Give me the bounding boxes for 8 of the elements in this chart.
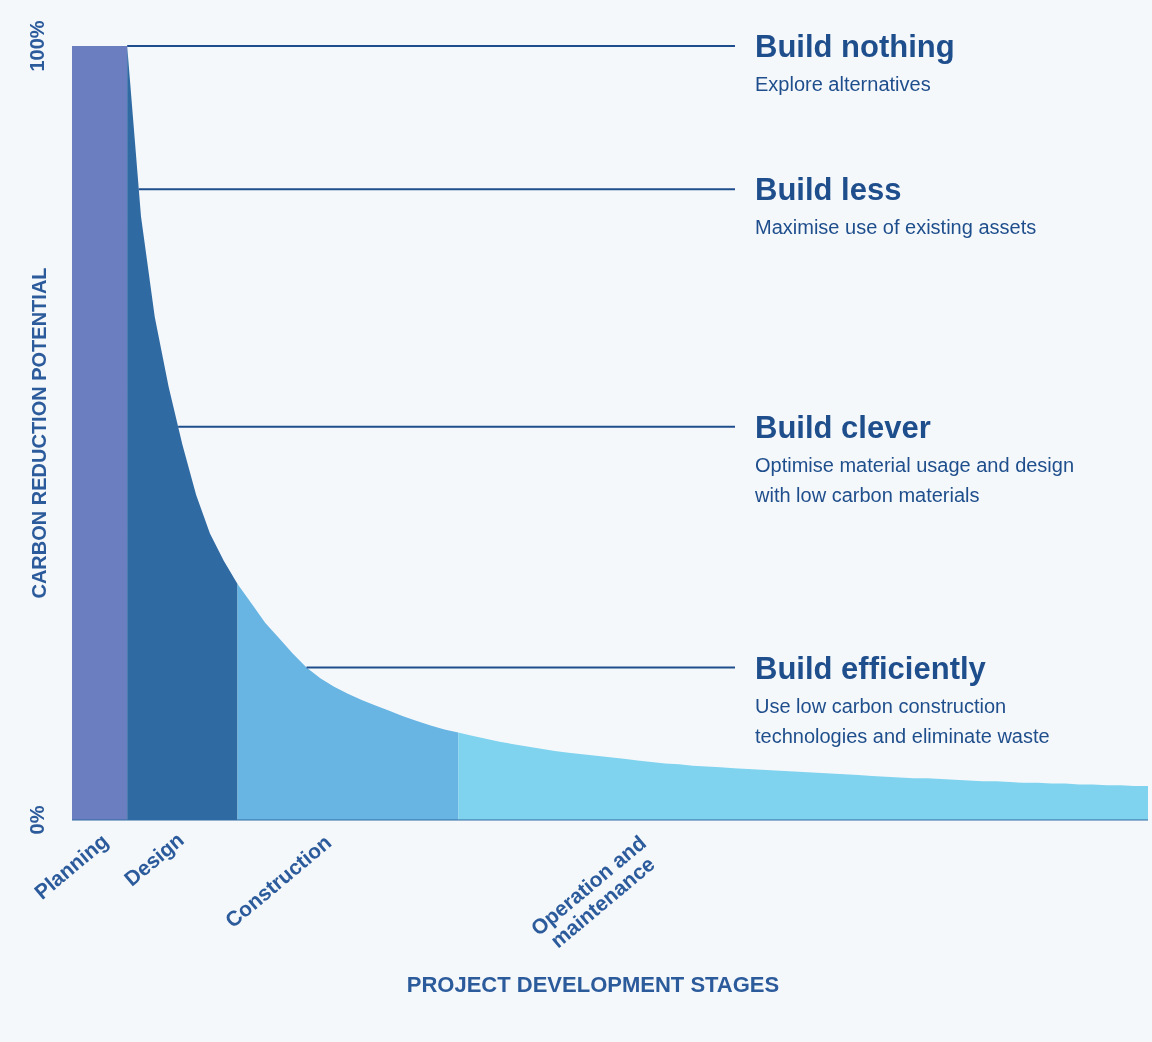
y-tick-label: 0%: [26, 805, 48, 835]
ref-line-label: Build efficiently Use low carbon construction technologies and eliminate waste: [755, 650, 1050, 747]
y-tick-label: 100%: [26, 20, 48, 72]
ref-line-label: Build clever Optimise material usage and design with low carbon materials: [754, 409, 1075, 506]
x-axis-title: PROJECT DEVELOPMENT STAGES: [406, 972, 780, 997]
ref-line-label: Build less Maximise use of existing assets: [755, 172, 1037, 239]
ref-line-label: Build nothing Explore alternatives: [755, 29, 955, 95]
y-axis-title: CARBON REDUCTION POTENTIAL: [28, 267, 50, 599]
